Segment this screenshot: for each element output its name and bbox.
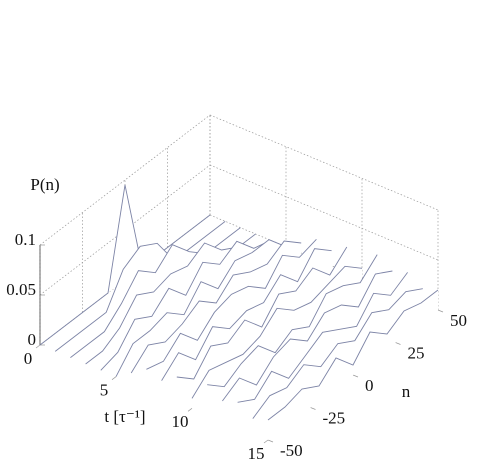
- x-tick: [263, 439, 269, 444]
- grid-line: [209, 164, 439, 261]
- y-tick: [310, 407, 316, 410]
- curve: [237, 272, 408, 403]
- y-tick: [352, 374, 359, 378]
- curve: [252, 288, 423, 419]
- curve-mask: [176, 247, 347, 402]
- curve: [54, 220, 226, 352]
- y-tick: [267, 439, 274, 443]
- curve: [115, 239, 287, 377]
- y-axis-label: n: [402, 382, 411, 401]
- y-tick: [395, 342, 401, 345]
- x-tick-label: 5: [100, 381, 109, 400]
- curve: [207, 254, 378, 388]
- x-tick-label: 15: [248, 444, 265, 461]
- z-axis-label: P(n): [30, 175, 59, 194]
- grid-line: [209, 114, 439, 211]
- curve: [267, 289, 439, 421]
- y-tick-label: 50: [450, 311, 467, 330]
- x-tick: [111, 376, 117, 380]
- grid-line: [39, 164, 211, 296]
- curve: [176, 246, 348, 380]
- curve: [222, 270, 393, 402]
- x-axis-label: t [τ⁻¹]: [104, 407, 145, 426]
- y-tick-label: -25: [323, 408, 346, 427]
- z-tick-label: 0: [28, 330, 37, 349]
- x-tick-label: 10: [172, 412, 189, 431]
- curve: [85, 233, 256, 365]
- curve: [146, 239, 317, 370]
- z-tick-label: 0.05: [6, 280, 36, 299]
- y-tick-label: -50: [280, 441, 303, 460]
- curve: [100, 239, 271, 371]
- x-tick-label: 0: [24, 349, 33, 368]
- curve-mask: [207, 254, 378, 415]
- curve-mask: [146, 239, 317, 390]
- x-tick: [35, 344, 41, 349]
- z-tick-label: 0.1: [15, 230, 36, 249]
- y-tick-label: 25: [408, 343, 425, 362]
- grid-line: [39, 114, 211, 246]
- curve: [161, 248, 332, 381]
- y-tick-label: 0: [365, 376, 374, 395]
- curve-mask: [237, 272, 408, 428]
- curve-mask: [40, 185, 210, 345]
- curve: [191, 265, 363, 399]
- x-tick: [187, 408, 193, 412]
- curve: [39, 184, 211, 346]
- y-tick: [437, 309, 444, 313]
- curve: [130, 240, 302, 374]
